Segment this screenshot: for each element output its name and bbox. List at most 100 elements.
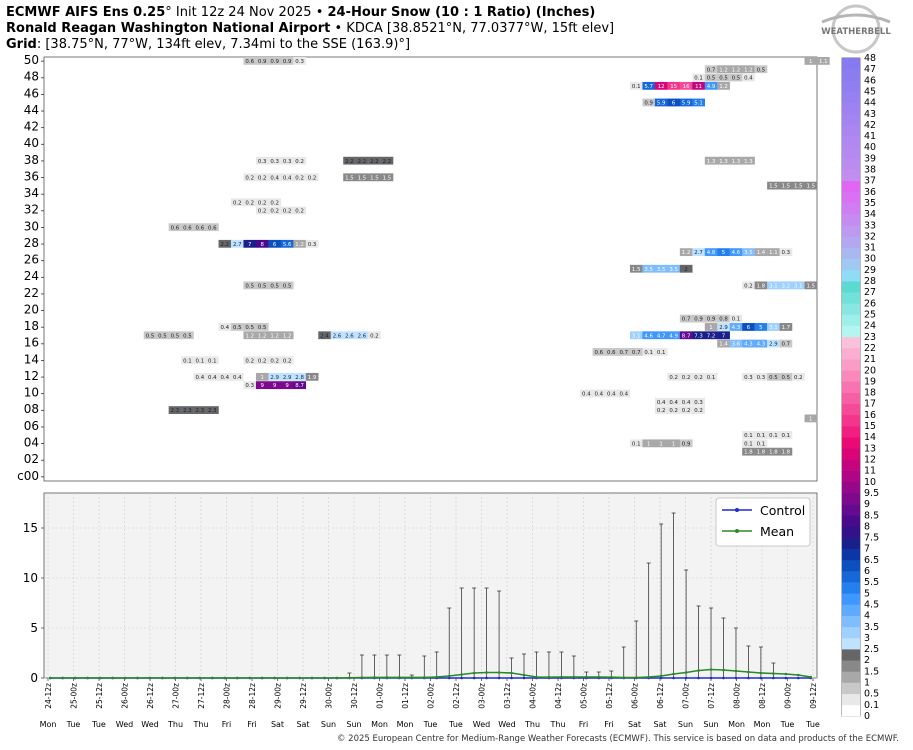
colorbar-label: 32 — [864, 231, 876, 242]
series-point-mean — [360, 676, 364, 679]
series-point-control — [522, 676, 526, 680]
heatmap-cell — [779, 372, 793, 381]
heatmap-cell-value: 15 — [670, 84, 677, 90]
heatmap-cell-value: 0.2 — [270, 209, 279, 215]
heatmap-cell — [692, 406, 705, 414]
heatmap-cell — [667, 331, 681, 340]
heatmap-cell-run-2: 0.7 1.2 1.2 1.2 0.5 — [704, 65, 768, 74]
heatmap-cell-value: 3.1 — [769, 325, 778, 331]
heatmap-cell-value: 4.6 — [732, 250, 741, 256]
heatmap-y-tick-label: 40 — [24, 136, 39, 150]
heatmap-cell-value: 0.2 — [744, 283, 753, 289]
series-point-control — [447, 676, 451, 680]
heatmap-cell-run-8: 1.3 1.3 1.3 1.3 — [704, 156, 755, 165]
station-name: Ronald Reagan Washington National Airpor… — [6, 21, 331, 36]
heatmap-cell — [692, 372, 705, 381]
heatmap-cell — [767, 281, 780, 290]
series-point-mean — [260, 676, 264, 680]
heatmap-cell-value: 6 — [672, 101, 676, 107]
x-day-label: Tue — [805, 720, 820, 729]
heatmap-y-tick-label: 34 — [24, 186, 39, 200]
heatmap-cell — [654, 347, 668, 356]
heatmap-cell-run-44: 1.8 1.8 1.8 1.8 — [742, 447, 793, 456]
heatmap-cell-run-14: 0.6 0.6 0.6 0.6 — [168, 223, 219, 231]
heatmap-cell-run-27: 1.4 3.6 4.3 4.3 2.9 0.7 — [717, 339, 793, 348]
heatmap-cell — [754, 447, 768, 456]
colorbar-label: 11 — [864, 466, 876, 477]
heatmap-cell — [268, 57, 282, 65]
heatmap-cell-value: 0.2 — [669, 408, 678, 414]
heatmap-cell-value: 9 — [273, 383, 277, 389]
heatmap-cell — [704, 156, 718, 165]
heatmap-cell — [231, 372, 244, 381]
heatmap-cell-value: 0.2 — [258, 175, 267, 181]
heatmap-cell-value: 0.1 — [694, 76, 703, 82]
heatmap-cell-value: 0.3 — [744, 375, 753, 381]
heatmap-cell-value: 0.5 — [171, 333, 180, 339]
heatmap-cell-run-42: 0.1 1 1 1 0.9 — [629, 439, 693, 448]
heatmap-cell — [704, 323, 718, 331]
heatmap-cell-value: 0.1 — [632, 84, 641, 90]
heatmap-cell-value: 1.5 — [345, 175, 354, 181]
colorbar-label: 5 — [864, 588, 870, 599]
heatmap-cell-value: 0.4 — [669, 400, 678, 406]
heatmap-cell-value: 2.3 — [208, 408, 217, 414]
colorbar-label: 22 — [864, 343, 876, 354]
heatmap-cell-value: 8 — [260, 242, 264, 248]
heatmap-cell-value: 8.7 — [682, 333, 691, 339]
heatmap-cell-run-32: 1 2.9 2.9 2.8 1.9 — [255, 372, 319, 381]
colorbar-swatch — [842, 559, 860, 572]
heatmap-cell-value: 1.5 — [769, 184, 778, 190]
series-point-mean — [796, 673, 800, 677]
model-name: ECMWF AIFS Ens 0.25 — [6, 5, 166, 20]
series-point-mean — [709, 668, 713, 671]
colorbar-label: 34 — [864, 209, 876, 220]
x-day-label: Sat — [296, 720, 309, 729]
heatmap-cell-value: 1.1 — [769, 250, 778, 256]
heatmap-cell-value: 4.8 — [707, 250, 716, 256]
series-point-control — [747, 676, 750, 680]
x-tick-label: 07-12z — [707, 683, 716, 709]
series-line-mean — [50, 668, 811, 679]
heatmap-cell — [804, 281, 818, 290]
series-point-mean — [48, 676, 52, 680]
heatmap-cell — [181, 356, 194, 365]
grid-info: : [38.75°N, 77°W, 134ft elev, 7.34mi to … — [36, 37, 411, 52]
heatmap-cell-run-19: 0.2 1.8 3.1 3.2 3.1 1.5 — [742, 281, 818, 290]
heatmap-cell-value: 0.1 — [208, 358, 217, 364]
heatmap-cell — [355, 331, 369, 340]
heatmap-cell — [255, 156, 269, 165]
heatmap-cell — [280, 372, 294, 381]
series-point-control — [672, 676, 675, 680]
colorbar-swatch — [842, 414, 860, 427]
heatmap-cell — [754, 431, 768, 439]
heatmap-cell — [268, 198, 282, 207]
colorbar-swatch — [842, 615, 860, 628]
heatmap-cell-value: 1.2 — [258, 333, 267, 339]
series-point-mean — [472, 671, 476, 675]
heatmap-cell — [243, 281, 257, 290]
series-point-mean — [485, 671, 488, 674]
heatmap-cell-run-34: 0.3 0.3 0.5 0.5 0.2 — [742, 372, 805, 381]
heatmap-cell-value: 1.5 — [794, 184, 803, 190]
heatmap-cell-value: 2.3 — [171, 408, 180, 414]
heatmap-cell-run-39: 0.2 0.2 0.2 0.2 — [654, 406, 705, 414]
colorbar-label: 40 — [864, 142, 876, 153]
heatmap-cell — [742, 65, 755, 74]
heatmap-cell — [729, 156, 743, 165]
heatmap-cell — [243, 198, 257, 207]
heatmap-cell — [729, 248, 743, 257]
heatmap-cell — [729, 65, 743, 74]
heatmap-cell-value: 0.3 — [295, 59, 304, 65]
heatmap-cell-value: 0.1 — [769, 433, 778, 439]
heatmap-cell — [779, 323, 793, 331]
colorbar-swatch — [842, 637, 860, 650]
heatmap-cell — [667, 439, 681, 448]
heatmap-cell-value: 0.7 — [782, 342, 791, 348]
x-day-label: Sun — [346, 720, 361, 729]
colorbar-swatch — [842, 370, 860, 382]
heatmap-cell-value: 5.6 — [283, 242, 292, 248]
colorbar-label: 20 — [864, 365, 876, 376]
colorbar-swatch — [842, 202, 860, 215]
heatmap-cell-value: 0.3 — [245, 383, 254, 389]
